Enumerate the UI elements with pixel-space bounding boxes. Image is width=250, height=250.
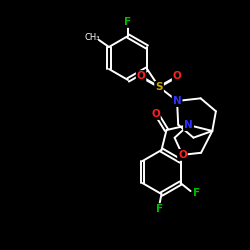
Text: N: N bbox=[184, 120, 193, 130]
Text: N: N bbox=[184, 120, 193, 130]
Text: O: O bbox=[137, 71, 145, 81]
Text: S: S bbox=[155, 82, 163, 92]
Text: N: N bbox=[173, 96, 182, 106]
Text: O: O bbox=[173, 71, 182, 81]
Text: F: F bbox=[124, 17, 132, 27]
Text: CH₃: CH₃ bbox=[84, 32, 100, 42]
Text: O: O bbox=[151, 109, 160, 119]
Text: N: N bbox=[173, 96, 182, 106]
Text: S: S bbox=[155, 82, 163, 92]
Text: F: F bbox=[156, 204, 163, 214]
Text: F: F bbox=[193, 188, 200, 198]
Text: O: O bbox=[178, 150, 187, 160]
